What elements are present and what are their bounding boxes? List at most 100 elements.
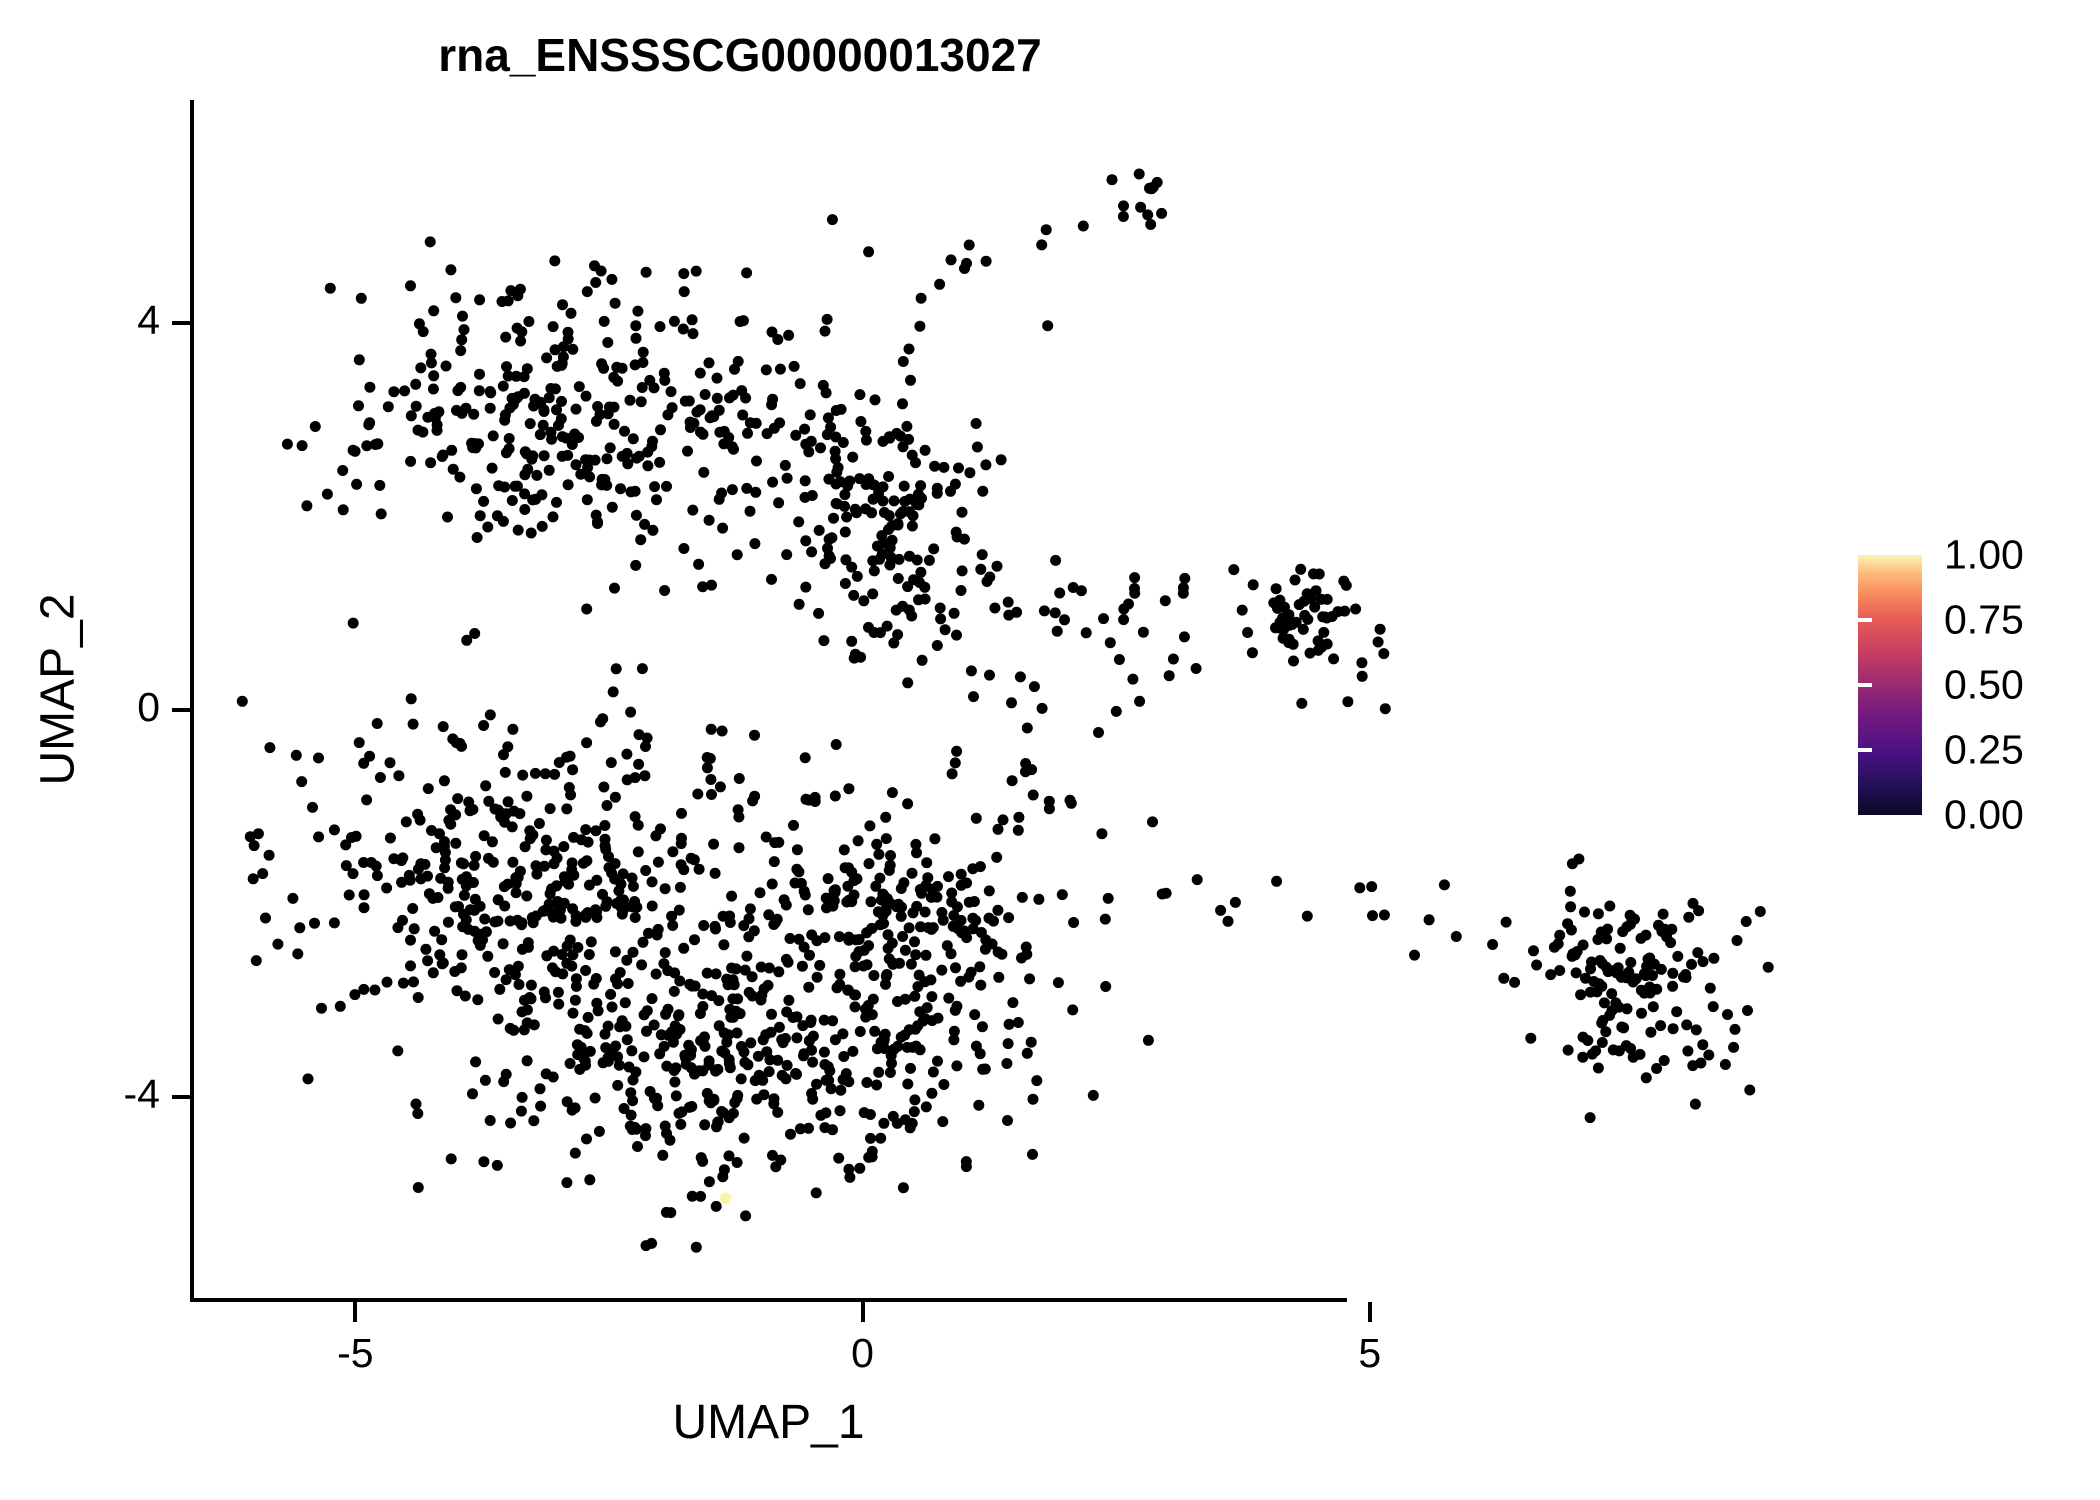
scatter-point <box>654 321 666 333</box>
scatter-point <box>639 770 651 782</box>
scatter-point <box>755 994 767 1006</box>
scatter-point <box>833 1152 845 1164</box>
scatter-point <box>1297 623 1309 635</box>
scatter-point <box>995 454 1007 466</box>
scatter-point <box>502 370 514 382</box>
scatter-point <box>1592 908 1604 920</box>
scatter-point <box>410 378 422 390</box>
scatter-point <box>830 431 842 443</box>
scatter-point <box>716 487 728 499</box>
scatter-point <box>456 334 468 346</box>
scatter-point <box>830 478 842 490</box>
scatter-point <box>570 973 582 985</box>
scatter-point <box>459 990 471 1002</box>
scatter-point <box>553 899 565 911</box>
scatter-point <box>835 1084 847 1096</box>
scatter-point <box>806 929 818 941</box>
scatter-point <box>746 990 758 1002</box>
scatter-point <box>484 402 496 414</box>
plot-panel <box>193 100 1806 1300</box>
scatter-point <box>1050 554 1062 566</box>
scatter-point <box>704 412 716 424</box>
scatter-point <box>1021 722 1033 734</box>
scatter-point <box>659 585 671 596</box>
scatter-point <box>478 495 490 507</box>
scatter-point <box>1301 910 1313 922</box>
scatter-point <box>741 482 753 494</box>
scatter-point <box>979 1063 991 1075</box>
scatter-point <box>829 1034 841 1046</box>
scatter-point <box>711 1121 722 1133</box>
scatter-point <box>651 929 663 941</box>
scatter-point <box>374 772 386 783</box>
scatter-point <box>1003 912 1015 924</box>
scatter-point <box>1042 320 1054 332</box>
scatter-point <box>1554 965 1566 976</box>
scatter-point <box>1740 916 1752 927</box>
scatter-point <box>727 1107 739 1119</box>
scatter-point <box>955 585 967 596</box>
scatter-point <box>858 944 870 956</box>
scatter-point <box>492 894 504 906</box>
scatter-point <box>716 725 728 737</box>
scatter-point <box>886 787 898 799</box>
scatter-point <box>863 858 875 870</box>
scatter-point <box>1147 816 1158 828</box>
scatter-point <box>496 296 508 307</box>
scatter-point <box>805 1017 817 1028</box>
scatter-point <box>328 824 340 836</box>
scatter-point <box>679 1049 691 1061</box>
scatter-point <box>1309 601 1321 613</box>
scatter-point <box>929 833 941 845</box>
scatter-point <box>529 393 541 405</box>
scatter-point <box>560 432 572 444</box>
scatter-point <box>580 390 592 402</box>
scatter-point <box>498 749 509 761</box>
scatter-point <box>294 922 306 934</box>
scatter-point <box>736 385 748 397</box>
scatter-point <box>927 1066 939 1078</box>
scatter-point <box>763 1066 775 1078</box>
scatter-point <box>458 889 470 901</box>
scatter-point <box>551 404 562 416</box>
scatter-point <box>439 862 451 874</box>
scatter-point <box>967 863 979 875</box>
scatter-point <box>776 1069 788 1081</box>
scatter-point <box>600 900 612 912</box>
scatter-point <box>474 510 486 522</box>
scatter-point <box>1367 910 1378 922</box>
scatter-point <box>450 737 462 749</box>
scatter-point <box>659 947 671 959</box>
scatter-point <box>630 509 642 521</box>
scatter-point <box>841 896 853 908</box>
scatter-point <box>877 909 889 921</box>
scatter-point <box>869 1025 881 1037</box>
scatter-point <box>397 977 409 989</box>
scatter-point <box>1270 622 1281 634</box>
scatter-point <box>606 501 618 513</box>
scatter-point <box>819 932 831 944</box>
scatter-point <box>1667 1023 1679 1035</box>
scatter-point <box>549 768 561 780</box>
scatter-point <box>888 495 900 507</box>
scatter-point <box>1600 1026 1612 1038</box>
scatter-point <box>590 277 602 288</box>
scatter-point <box>432 892 444 903</box>
scatter-point <box>436 934 448 946</box>
scatter-point <box>580 965 592 976</box>
scatter-point <box>364 381 376 393</box>
scatter-point <box>549 255 561 267</box>
scatter-point <box>937 914 949 926</box>
scatter-point <box>1656 925 1668 937</box>
scatter-point <box>431 419 443 431</box>
scatter-point <box>516 1091 528 1103</box>
scatter-point <box>602 337 614 348</box>
scatter-point <box>895 910 907 922</box>
scatter-point <box>453 901 464 912</box>
scatter-point <box>726 890 738 902</box>
scatter-point <box>606 1001 618 1013</box>
scatter-point <box>640 741 651 752</box>
scatter-point <box>506 821 518 833</box>
scatter-point <box>570 980 582 992</box>
scatter-point <box>482 521 494 533</box>
